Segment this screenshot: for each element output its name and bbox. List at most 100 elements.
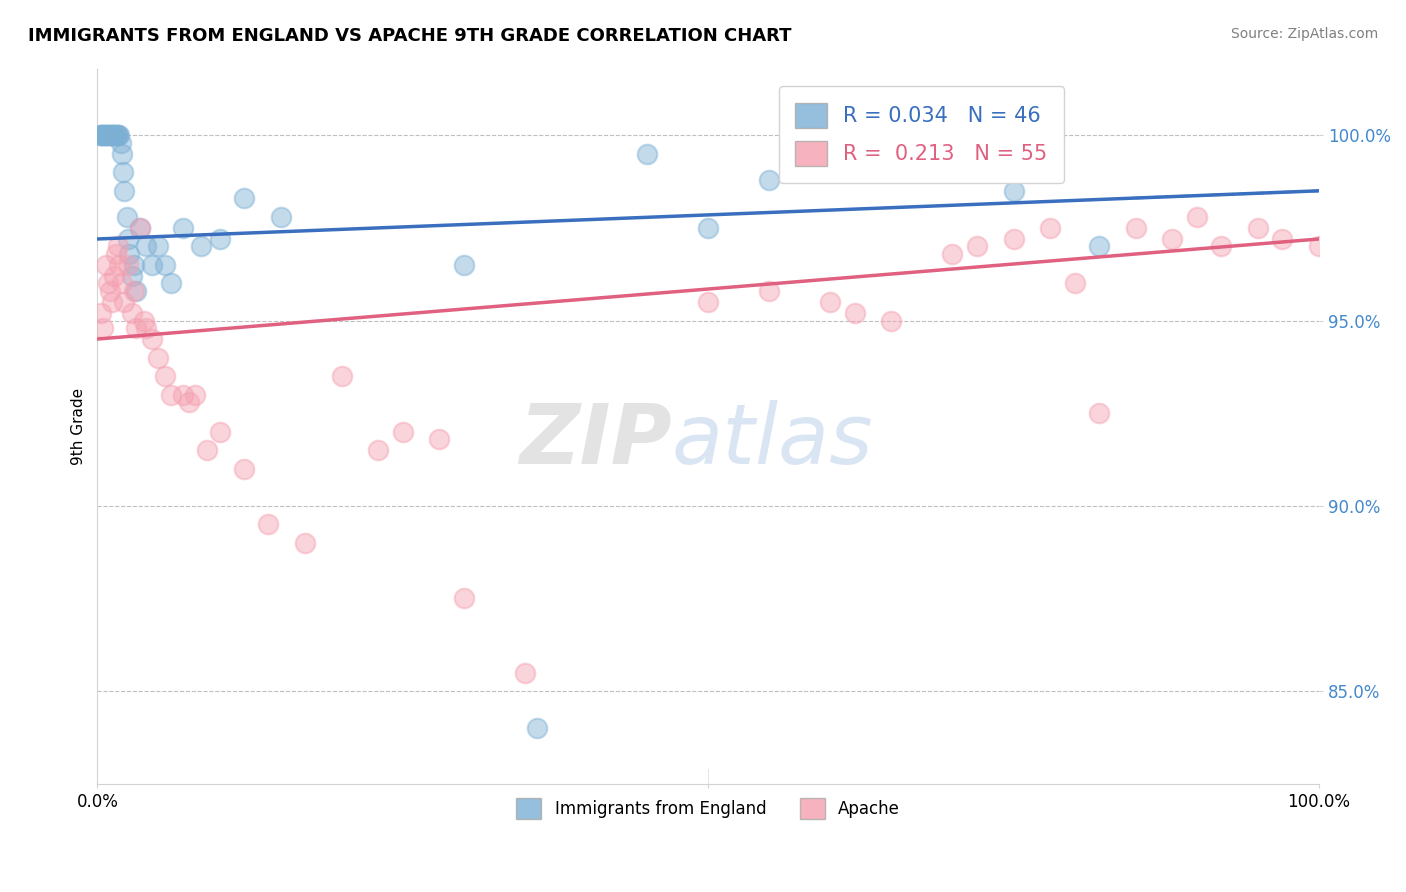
Point bbox=[148, 239, 170, 253]
Point bbox=[1039, 220, 1062, 235]
Point bbox=[453, 258, 475, 272]
Point bbox=[104, 128, 127, 143]
Point bbox=[101, 128, 124, 143]
Point bbox=[100, 128, 122, 143]
Point bbox=[233, 191, 256, 205]
Point bbox=[129, 220, 152, 235]
Point bbox=[90, 128, 112, 143]
Point bbox=[526, 721, 548, 735]
Point bbox=[966, 239, 988, 253]
Point bbox=[844, 306, 866, 320]
Point bbox=[97, 128, 120, 143]
Point bbox=[111, 277, 134, 291]
Point bbox=[941, 247, 963, 261]
Point bbox=[112, 295, 135, 310]
Point bbox=[1125, 220, 1147, 235]
Point bbox=[117, 232, 139, 246]
Text: Source: ZipAtlas.com: Source: ZipAtlas.com bbox=[1230, 27, 1378, 41]
Point bbox=[141, 332, 163, 346]
Point bbox=[122, 284, 145, 298]
Point bbox=[1211, 239, 1233, 253]
Point bbox=[90, 306, 112, 320]
Point bbox=[1308, 239, 1330, 253]
Point bbox=[330, 369, 353, 384]
Point bbox=[103, 128, 125, 143]
Point bbox=[1185, 210, 1208, 224]
Point bbox=[108, 258, 131, 272]
Point bbox=[257, 517, 280, 532]
Point bbox=[105, 128, 128, 143]
Point bbox=[96, 128, 118, 143]
Point bbox=[148, 351, 170, 365]
Point bbox=[117, 258, 139, 272]
Point bbox=[820, 295, 842, 310]
Point bbox=[153, 258, 176, 272]
Point bbox=[94, 128, 117, 143]
Point bbox=[98, 128, 121, 143]
Point bbox=[208, 232, 231, 246]
Point bbox=[208, 425, 231, 439]
Text: IMMIGRANTS FROM ENGLAND VS APACHE 9TH GRADE CORRELATION CHART: IMMIGRANTS FROM ENGLAND VS APACHE 9TH GR… bbox=[28, 27, 792, 45]
Point bbox=[129, 220, 152, 235]
Point bbox=[294, 536, 316, 550]
Point bbox=[112, 184, 135, 198]
Point bbox=[107, 128, 129, 143]
Point bbox=[184, 387, 207, 401]
Point bbox=[125, 321, 148, 335]
Point bbox=[1088, 239, 1111, 253]
Point bbox=[135, 239, 157, 253]
Point bbox=[121, 306, 143, 320]
Point bbox=[121, 268, 143, 283]
Point bbox=[91, 128, 114, 143]
Point bbox=[391, 425, 413, 439]
Point bbox=[89, 128, 111, 143]
Point bbox=[172, 387, 194, 401]
Point bbox=[429, 432, 451, 446]
Text: atlas: atlas bbox=[672, 400, 873, 481]
Point bbox=[758, 284, 780, 298]
Point bbox=[110, 136, 132, 150]
Point bbox=[108, 128, 131, 143]
Point bbox=[153, 369, 176, 384]
Point bbox=[177, 395, 200, 409]
Point bbox=[172, 220, 194, 235]
Point bbox=[1161, 232, 1184, 246]
Point bbox=[453, 591, 475, 606]
Point bbox=[115, 210, 138, 224]
Point bbox=[233, 461, 256, 475]
Point bbox=[101, 295, 124, 310]
Point bbox=[758, 172, 780, 186]
Point bbox=[195, 443, 218, 458]
Point bbox=[125, 284, 148, 298]
Point bbox=[97, 277, 120, 291]
Point bbox=[1002, 232, 1025, 246]
Point bbox=[111, 146, 134, 161]
Point bbox=[141, 258, 163, 272]
Point bbox=[636, 146, 658, 161]
Point bbox=[941, 165, 963, 179]
Legend: Immigrants from England, Apache: Immigrants from England, Apache bbox=[510, 792, 907, 825]
Point bbox=[880, 313, 903, 327]
Point bbox=[159, 387, 181, 401]
Y-axis label: 9th Grade: 9th Grade bbox=[72, 387, 86, 465]
Point bbox=[93, 321, 115, 335]
Point bbox=[93, 128, 115, 143]
Point bbox=[122, 258, 145, 272]
Point bbox=[190, 239, 212, 253]
Point bbox=[107, 239, 129, 253]
Point bbox=[1247, 220, 1270, 235]
Point bbox=[1088, 406, 1111, 420]
Point bbox=[103, 268, 125, 283]
Point bbox=[1063, 277, 1085, 291]
Point bbox=[111, 165, 134, 179]
Point bbox=[118, 247, 141, 261]
Point bbox=[94, 258, 117, 272]
Point bbox=[1002, 184, 1025, 198]
Point bbox=[513, 665, 536, 680]
Point bbox=[697, 220, 720, 235]
Point bbox=[132, 313, 155, 327]
Point bbox=[104, 247, 127, 261]
Point bbox=[135, 321, 157, 335]
Point bbox=[159, 277, 181, 291]
Point bbox=[103, 128, 125, 143]
